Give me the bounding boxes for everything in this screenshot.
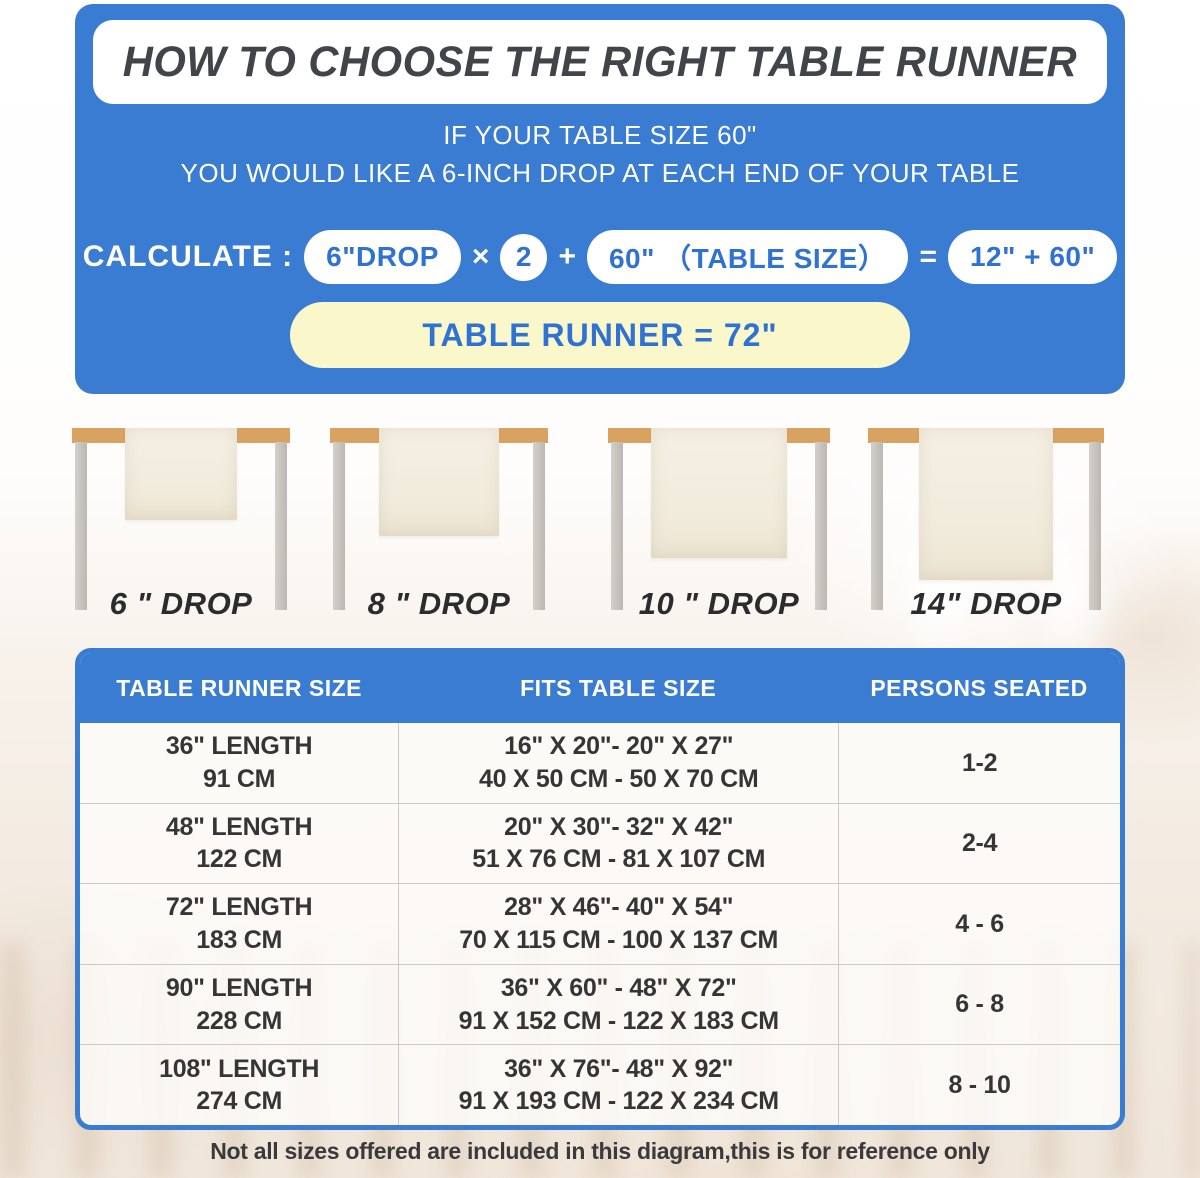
fits-size-inches: 20" X 30"- 32" X 42" <box>504 812 734 841</box>
drop-label: 14" DROP <box>910 586 1062 621</box>
drop-example-10: 10 " DROP <box>608 428 830 644</box>
fits-size-cell: 36" X 60" - 48" X 72" 91 X 152 CM - 122 … <box>398 964 838 1045</box>
runner-size-inches: 48" LENGTH <box>165 812 313 841</box>
equals-operator: = <box>919 240 937 273</box>
drop-label: 8 " DROP <box>367 586 511 621</box>
drop-label: 10 " DROP <box>638 586 800 621</box>
table-runner-illustration <box>125 428 237 520</box>
runner-size-cell: 108" LENGTH 274 CM <box>80 1045 398 1125</box>
runner-size-cm: 183 CM <box>196 925 282 954</box>
fits-size-cm: 40 X 50 CM - 50 X 70 CM <box>479 764 759 793</box>
fits-size-cell: 36" X 76"- 48" X 92" 91 X 193 CM - 122 X… <box>398 1045 838 1125</box>
fits-size-cm: 51 X 76 CM - 81 X 107 CM <box>472 845 766 874</box>
sum-pill: 12" + 60" <box>947 230 1118 284</box>
table-leg <box>333 442 345 610</box>
fits-size-cell: 28" X 46"- 40" X 54" 70 X 115 CM - 100 X… <box>398 884 838 964</box>
table-row: 36" LENGTH 91 CM 16" X 20"- 20" X 27" 40… <box>80 723 1120 803</box>
fits-size-cm: 91 X 193 CM - 122 X 234 CM <box>458 1087 779 1116</box>
drop-examples: 6 " DROP 8 " DROP 10 " DROP 14" DROP <box>0 428 1200 644</box>
table-row: 72" LENGTH 183 CM 28" X 46"- 40" X 54" 7… <box>80 883 1120 964</box>
persons-cell: 4 - 6 <box>838 884 1120 964</box>
persons-cell: 2-4 <box>838 803 1120 884</box>
persons-cell: 1-2 <box>838 723 1120 803</box>
table-leg <box>1089 442 1101 610</box>
calculate-label: CALCULATE : <box>82 240 294 273</box>
table-runner-illustration <box>919 428 1053 580</box>
drop-example-8: 8 " DROP <box>330 428 548 644</box>
fits-size-cell: 16" X 20"- 20" X 27" 40 X 50 CM - 50 X 7… <box>398 723 838 803</box>
table-row: 108" LENGTH 274 CM 36" X 76"- 48" X 92" … <box>80 1044 1120 1125</box>
drop-example-14: 14" DROP <box>868 428 1104 644</box>
times-operator: × <box>471 240 490 273</box>
runner-size-inches: 90" LENGTH <box>165 974 313 1003</box>
fits-size-inches: 36" X 76"- 48" X 92" <box>504 1054 734 1083</box>
runner-size-cm: 91 CM <box>203 764 276 793</box>
runner-size-cell: 48" LENGTH 122 CM <box>80 804 398 884</box>
multiplier-pill: 2 <box>500 233 548 281</box>
runner-size-cell: 36" LENGTH 91 CM <box>80 723 398 803</box>
size-chart-panel: TABLE RUNNER SIZE FITS TABLE SIZE PERSON… <box>75 648 1125 1130</box>
size-chart-body: 36" LENGTH 91 CM 16" X 20"- 20" X 27" 40… <box>80 723 1120 1125</box>
runner-size-cm: 228 CM <box>196 1006 282 1035</box>
table-row: 48" LENGTH 122 CM 20" X 30"- 32" X 42" 5… <box>80 802 1120 884</box>
header-runner-size: TABLE RUNNER SIZE <box>116 674 362 701</box>
drop-label: 6 " DROP <box>109 586 253 621</box>
runner-size-inches: 108" LENGTH <box>159 1054 320 1083</box>
table-runner-illustration <box>651 428 787 558</box>
subtitle-line-2: YOU WOULD LIKE A 6-INCH DROP AT EACH END… <box>180 158 1020 188</box>
runner-size-cm: 274 CM <box>196 1087 282 1116</box>
persons-cell: 6 - 8 <box>838 964 1120 1045</box>
header-fits-table-size: FITS TABLE SIZE <box>520 674 717 701</box>
fits-size-inches: 28" X 46"- 40" X 54" <box>504 893 734 922</box>
fits-size-cm: 70 X 115 CM - 100 X 137 CM <box>459 925 779 954</box>
drop-example-6: 6 " DROP <box>72 428 290 644</box>
table-runner-illustration <box>379 428 499 536</box>
fits-size-inches: 16" X 20"- 20" X 27" <box>504 732 734 761</box>
table-leg <box>275 442 287 610</box>
runner-size-cell: 90" LENGTH 228 CM <box>80 965 398 1045</box>
title-banner: HOW TO CHOOSE THE RIGHT TABLE RUNNER <box>93 20 1107 104</box>
table-leg <box>533 442 545 610</box>
runner-size-inches: 72" LENGTH <box>165 893 313 922</box>
drop-pill: 6"DROP <box>304 230 461 284</box>
plus-operator: + <box>558 240 576 273</box>
table-size-pill: 60" （TABLE SIZE） <box>586 230 909 284</box>
footer-note: Not all sizes offered are included in th… <box>210 1138 990 1164</box>
calculation-row: CALCULATE : 6"DROP × 2 + 60" （TABLE SIZE… <box>75 230 1125 284</box>
table-leg <box>871 442 883 610</box>
page-title: HOW TO CHOOSE THE RIGHT TABLE RUNNER <box>122 37 1078 86</box>
persons-cell: 8 - 10 <box>838 1045 1120 1125</box>
table-leg <box>815 442 827 610</box>
runner-size-inches: 36" LENGTH <box>165 732 313 761</box>
header-panel: HOW TO CHOOSE THE RIGHT TABLE RUNNER IF … <box>75 4 1125 394</box>
fits-size-cm: 91 X 152 CM - 122 X 183 CM <box>458 1006 779 1035</box>
subtitle-line-1: IF YOUR TABLE SIZE 60" <box>443 120 757 150</box>
result-pill: TABLE RUNNER = 72" <box>290 302 910 368</box>
runner-size-cm: 122 CM <box>196 845 282 874</box>
fits-size-cell: 20" X 30"- 32" X 42" 51 X 76 CM - 81 X 1… <box>398 803 838 884</box>
header-persons-seated: PERSONS SEATED <box>870 674 1088 701</box>
fits-size-inches: 36" X 60" - 48" X 72" <box>500 974 737 1003</box>
table-leg <box>611 442 623 610</box>
table-leg <box>75 442 87 610</box>
runner-size-cell: 72" LENGTH 183 CM <box>80 884 398 964</box>
size-chart-header: TABLE RUNNER SIZE FITS TABLE SIZE PERSON… <box>80 653 1120 723</box>
table-row: 90" LENGTH 228 CM 36" X 60" - 48" X 72" … <box>80 963 1120 1045</box>
